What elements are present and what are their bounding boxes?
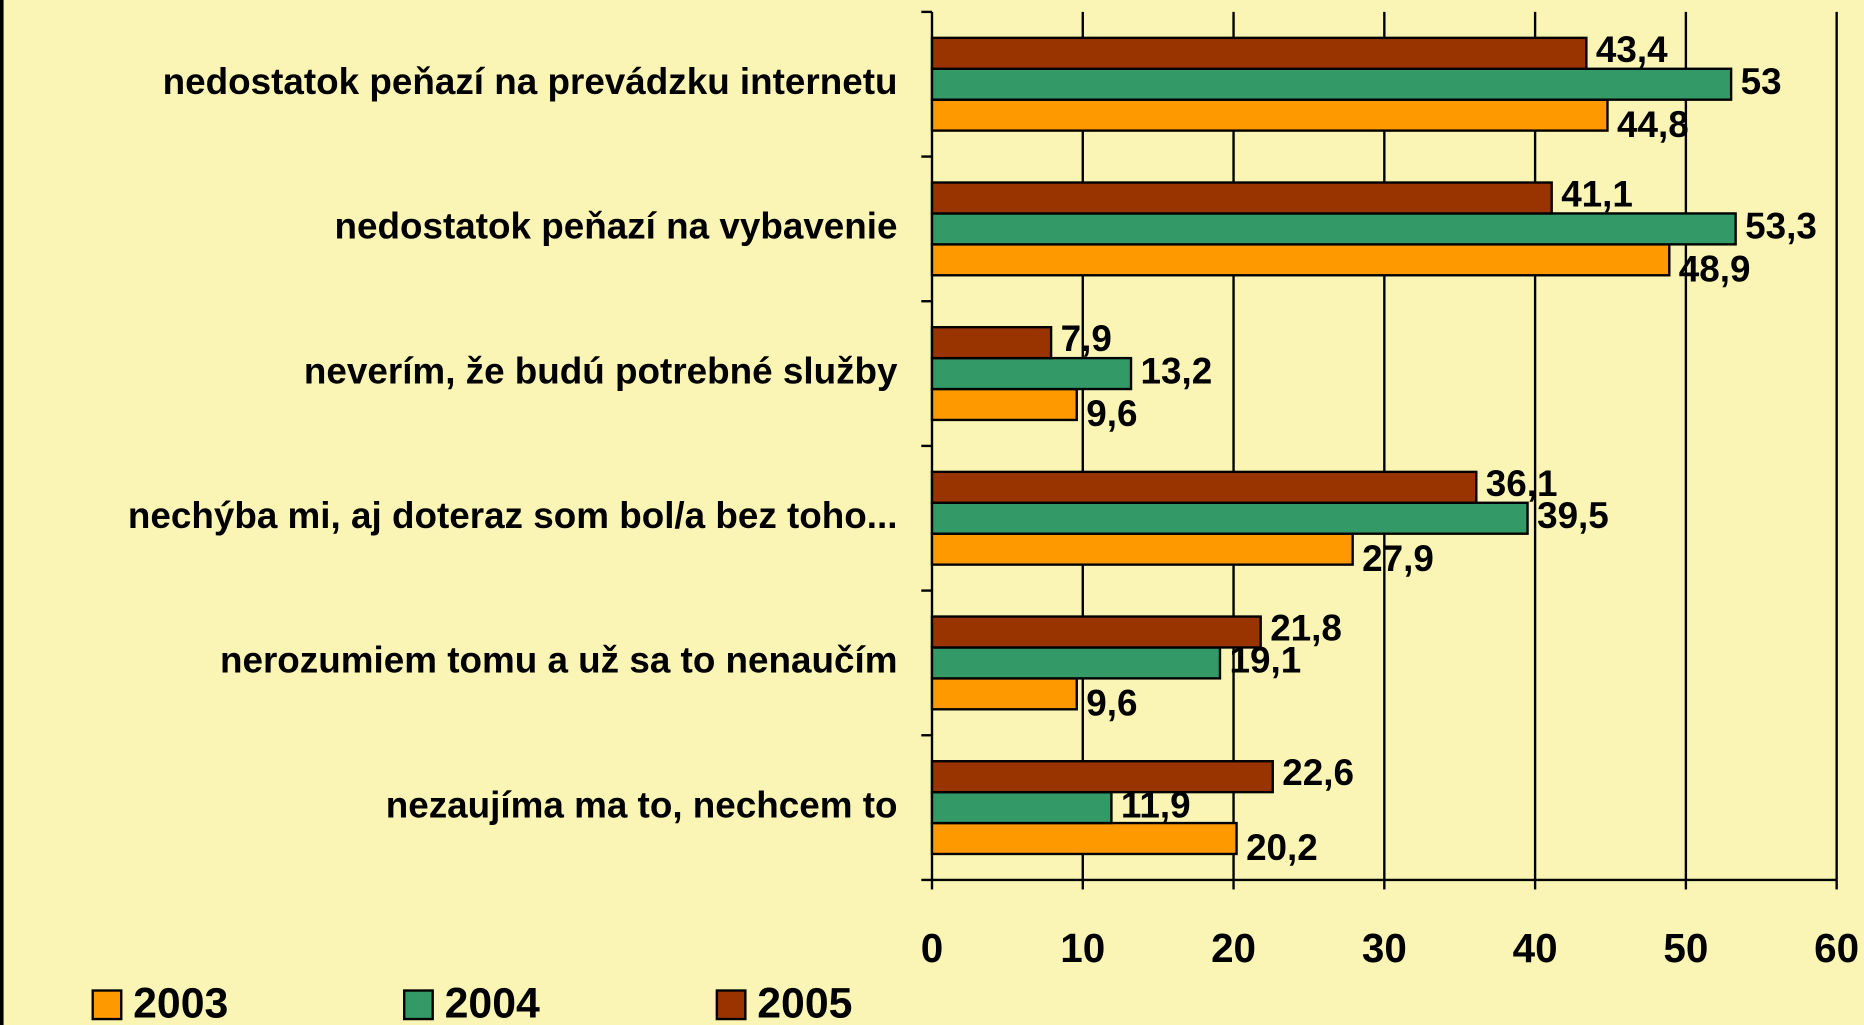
x-tick-label: 50 [1663, 925, 1708, 971]
data-label: 21,8 [1270, 608, 1342, 649]
data-label: 9,6 [1086, 682, 1137, 723]
legend-label: 2005 [757, 979, 852, 1025]
bar [930, 98, 1609, 132]
bar [930, 760, 1274, 794]
x-tick-label: 20 [1211, 925, 1256, 971]
x-tick-label: 0 [921, 925, 943, 971]
data-label: 53,3 [1745, 206, 1817, 247]
legend-swatch [402, 989, 434, 1021]
category-label: nerozumiem tomu a už sa to nenaučím [220, 640, 898, 681]
left-border [0, 0, 4, 1025]
category-label: nedostatok peňazí na vybavenie [335, 206, 898, 247]
data-label: 27,9 [1362, 538, 1434, 579]
bar [930, 212, 1737, 246]
data-label: 9,6 [1086, 393, 1137, 434]
bar [930, 646, 1222, 680]
data-label: 48,9 [1679, 248, 1751, 289]
data-label: 13,2 [1141, 350, 1213, 391]
bar [930, 501, 1529, 535]
bar [930, 615, 1262, 649]
x-tick-label: 60 [1814, 925, 1859, 971]
bar [930, 532, 1354, 566]
data-label: 20,2 [1246, 827, 1318, 868]
x-tick-label: 10 [1060, 925, 1105, 971]
bar [930, 821, 1238, 856]
bar [930, 470, 1478, 504]
x-tick-label: 30 [1362, 925, 1407, 971]
data-label: 44,8 [1617, 104, 1689, 145]
data-label: 53 [1741, 61, 1782, 102]
data-label: 43,4 [1596, 29, 1668, 70]
data-label: 41,1 [1561, 174, 1633, 215]
legend-label: 2003 [133, 979, 228, 1025]
bar [930, 36, 1588, 70]
legend-label: 2004 [445, 979, 540, 1025]
data-label: 36,1 [1486, 463, 1558, 504]
bar [930, 67, 1733, 101]
legend-swatch [715, 989, 747, 1021]
category-label: neverím, že budú potrebné služby [304, 350, 898, 391]
category-label: nedostatok peňazí na prevádzku internetu [163, 61, 898, 102]
data-label: 39,5 [1537, 495, 1609, 536]
bar [930, 790, 1113, 825]
data-label: 7,9 [1061, 318, 1112, 359]
x-tick-label: 40 [1513, 925, 1558, 971]
category-label: nechýba mi, aj doteraz som bol/a bez toh… [128, 495, 898, 536]
data-label: 22,6 [1282, 752, 1354, 793]
category-label: nezaujíma ma to, nechcem to [386, 784, 898, 825]
legend-swatch [91, 989, 123, 1021]
bar [930, 387, 1078, 422]
bar [930, 326, 1053, 360]
bar [930, 356, 1133, 391]
bar [930, 243, 1671, 277]
bar [930, 677, 1078, 711]
bar [930, 181, 1553, 215]
